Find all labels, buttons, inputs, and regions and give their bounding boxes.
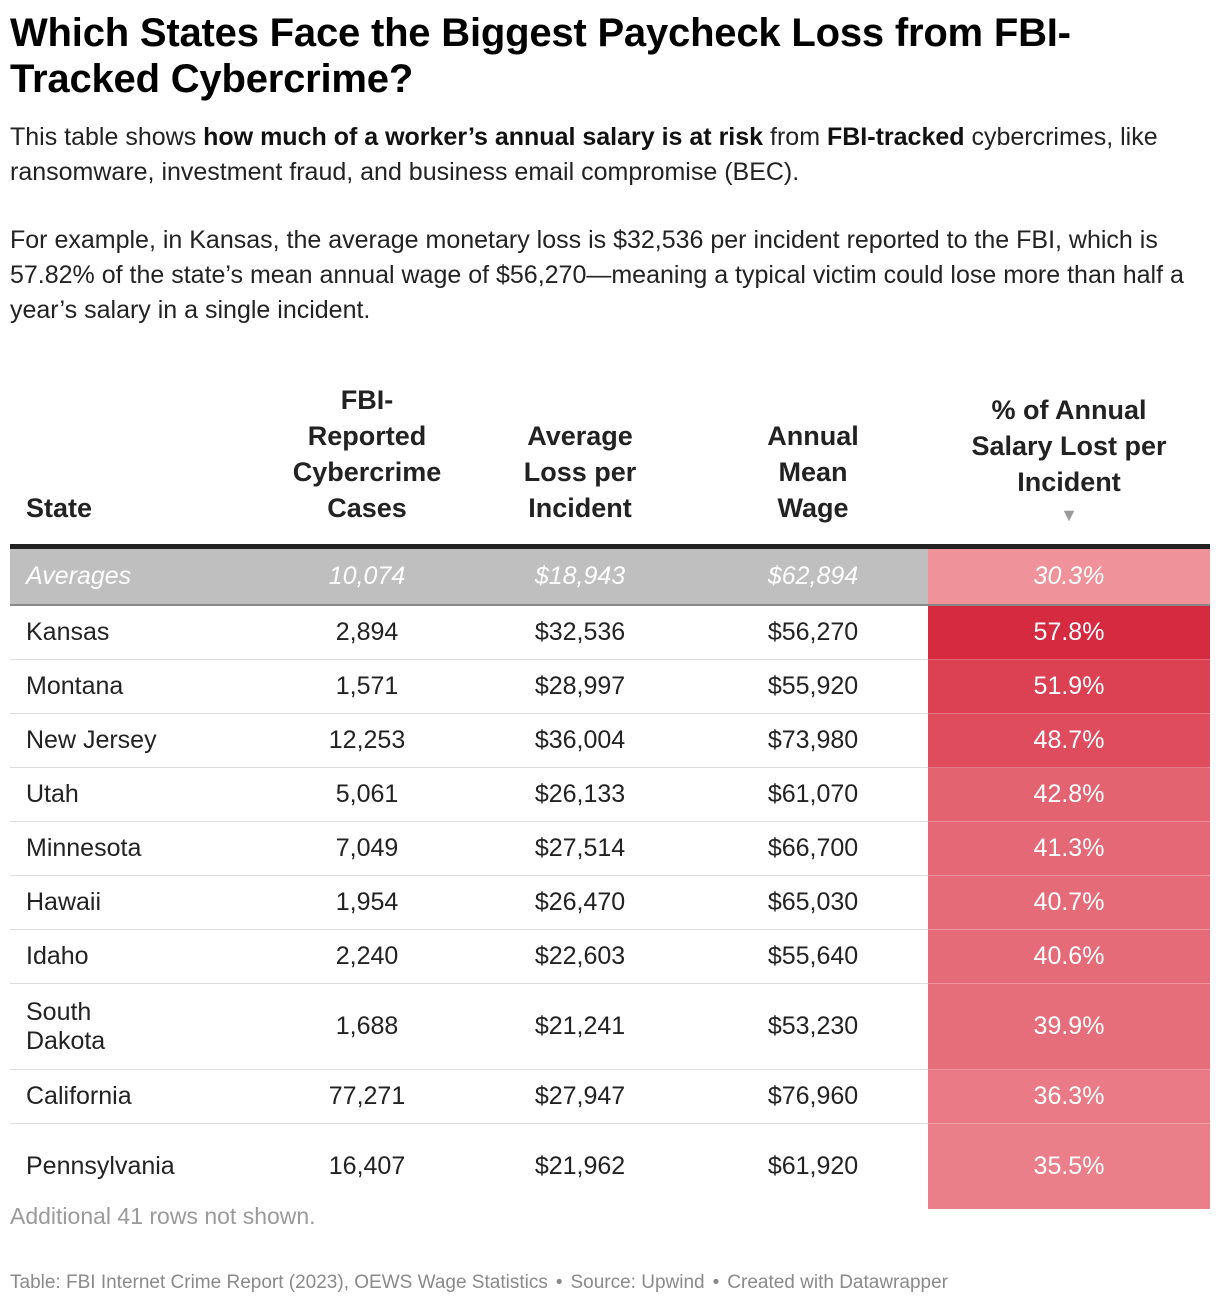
cell-loss: $21,962 — [534, 1152, 626, 1180]
cell-state: Montana — [10, 659, 272, 714]
cell-loss: $18,943 — [462, 546, 698, 606]
cell-wage: $66,700 — [698, 821, 928, 876]
cell-cases: 1,571 — [272, 659, 462, 714]
table-row: New Jersey 12,253 $36,004 $73,980 48.7% — [10, 713, 1210, 768]
cell-state: Averages — [10, 546, 272, 606]
footer-separator: • — [555, 1272, 563, 1293]
cell-state: Hawaii — [10, 875, 272, 930]
cell-pct: 40.6% — [928, 929, 1210, 984]
cell-cases: 2,240 — [272, 929, 462, 984]
column-header-pct-label: % of Annual Salary Lost per Incident — [971, 395, 1167, 497]
cell-loss: $32,536 — [462, 605, 698, 660]
cell-cases: 77,271 — [272, 1069, 462, 1124]
cell-state: Utah — [10, 767, 272, 822]
cell-pct: 40.7% — [928, 875, 1210, 930]
table-row: Idaho 2,240 $22,603 $55,640 40.6% — [10, 929, 1210, 984]
cell-loss: $21,241 — [462, 983, 698, 1070]
cell-loss: $26,470 — [462, 875, 698, 930]
rows-not-shown-note: Additional 41 rows not shown. — [10, 1203, 316, 1229]
intro-text: This table shows how much of a worker’s … — [10, 120, 1210, 328]
cell-cases: 1,688 — [272, 983, 462, 1070]
page-title: Which States Face the Biggest Paycheck L… — [10, 11, 1071, 101]
cell-wage: $62,894 — [698, 546, 928, 606]
cell-wage: $53,230 — [698, 983, 928, 1070]
cell-pct: 36.3% — [928, 1069, 1210, 1124]
data-table: State FBI-Reported Cybercrime Cases Aver… — [10, 382, 1210, 1209]
table-row: Hawaii 1,954 $26,470 $65,030 40.7% — [10, 875, 1210, 930]
cell-wage: $55,640 — [698, 929, 928, 984]
cell-loss: $28,997 — [462, 659, 698, 714]
averages-row: Averages 10,074 $18,943 $62,894 30.3% — [10, 546, 1210, 606]
cell-state: Pennsylvania — [26, 1152, 175, 1180]
cell-pct: 41.3% — [928, 821, 1210, 876]
cell-state: New Jersey — [10, 713, 272, 768]
cell-state: Kansas — [10, 605, 272, 660]
column-header-state[interactable]: State — [10, 382, 272, 549]
cell-cases: 1,954 — [272, 875, 462, 930]
cell-wage: $56,270 — [698, 605, 928, 660]
cell-loss: $22,603 — [462, 929, 698, 984]
column-header-loss[interactable]: Average Loss per Incident — [462, 382, 698, 549]
column-header-pct[interactable]: % of Annual Salary Lost per Incident ▼ — [928, 382, 1210, 549]
footer-separator: • — [712, 1272, 720, 1293]
cell-loss: $26,133 — [462, 767, 698, 822]
table-row: Pennsylvania 16,407 $21,962 $61,920 35.5% — [10, 1123, 1210, 1209]
footer-credit: Created with Datawrapper — [727, 1272, 948, 1293]
footer-source: Source: Upwind — [570, 1272, 705, 1293]
cell-pct: 30.3% — [928, 546, 1210, 606]
table-row: Minnesota 7,049 $27,514 $66,700 41.3% — [10, 821, 1210, 876]
cell-state: Minnesota — [10, 821, 272, 876]
cell-cases: 5,061 — [272, 767, 462, 822]
cell-cases: 12,253 — [272, 713, 462, 768]
footer-table-source: Table: FBI Internet Crime Report (2023),… — [10, 1272, 548, 1293]
cell-cases: 16,407 — [328, 1152, 406, 1180]
intro-paragraph-1: This table shows how much of a worker’s … — [10, 123, 1158, 186]
cell-wage: $65,030 — [698, 875, 928, 930]
cell-loss: $27,514 — [462, 821, 698, 876]
table-row: Kansas 2,894 $32,536 $56,270 57.8% — [10, 605, 1210, 660]
cell-wage: $61,920 — [767, 1152, 859, 1180]
footer: Table: FBI Internet Crime Report (2023),… — [10, 1272, 948, 1294]
cell-pct: 51.9% — [928, 659, 1210, 714]
cell-state: California — [10, 1069, 272, 1124]
cell-loss: $27,947 — [462, 1069, 698, 1124]
cell-state: South Dakota — [10, 983, 272, 1070]
cell-pct: 42.8% — [928, 767, 1210, 822]
column-header-wage[interactable]: Annual Mean Wage — [698, 382, 928, 549]
cell-pct: 57.8% — [928, 605, 1210, 660]
cell-pct: 39.9% — [928, 983, 1210, 1070]
sort-descending-icon[interactable]: ▼ — [1060, 505, 1078, 525]
intro-paragraph-2: For example, in Kansas, the average mone… — [10, 226, 1184, 324]
cell-wage: $61,070 — [698, 767, 928, 822]
table-row: California 77,271 $27,947 $76,960 36.3% — [10, 1069, 1210, 1124]
cell-pct: 35.5% — [928, 1123, 1210, 1209]
table-row: Utah 5,061 $26,133 $61,070 42.8% — [10, 767, 1210, 822]
cell-loss: $36,004 — [462, 713, 698, 768]
cell-cases: 7,049 — [272, 821, 462, 876]
header-row: State FBI-Reported Cybercrime Cases Aver… — [10, 382, 1210, 549]
cell-pct: 48.7% — [928, 713, 1210, 768]
cell-wage: $76,960 — [698, 1069, 928, 1124]
cell-wage: $55,920 — [698, 659, 928, 714]
cell-wage: $73,980 — [698, 713, 928, 768]
table-body: Averages 10,074 $18,943 $62,894 30.3% Ka… — [10, 546, 1210, 1209]
column-header-cases[interactable]: FBI-Reported Cybercrime Cases — [272, 382, 462, 549]
cell-cases: 10,074 — [272, 546, 462, 606]
table-row: South Dakota 1,688 $21,241 $53,230 39.9% — [10, 983, 1210, 1070]
cell-state: Idaho — [10, 929, 272, 984]
cell-cases: 2,894 — [272, 605, 462, 660]
table-row: Montana 1,571 $28,997 $55,920 51.9% — [10, 659, 1210, 714]
